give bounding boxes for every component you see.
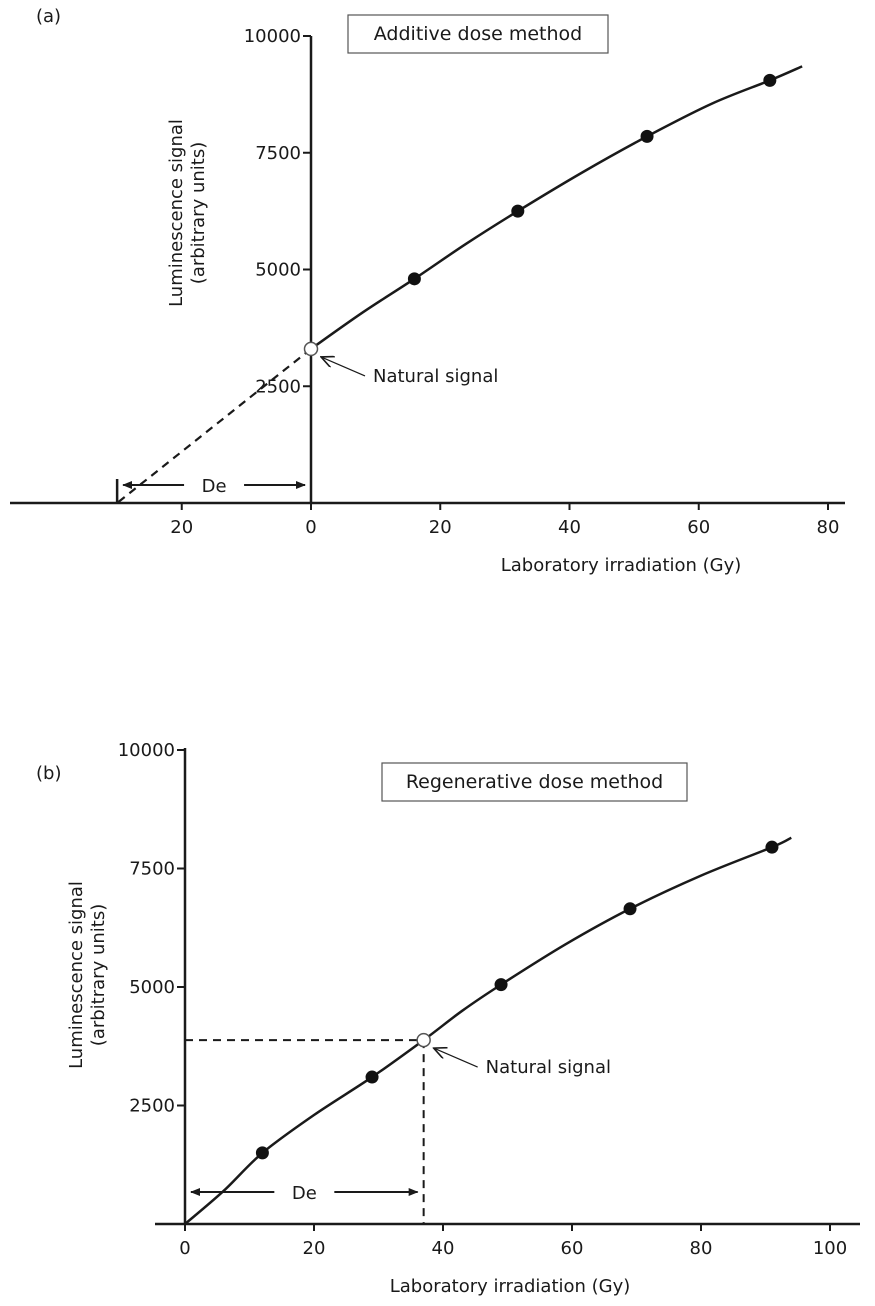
x-tick-label: 40 [432, 1238, 455, 1259]
chart-title: Regenerative dose method [406, 771, 663, 793]
x-tick-label: 20 [429, 517, 452, 538]
x-tick-label: 0 [305, 517, 316, 538]
x-axis-label: Laboratory irradiation (Gy) [501, 555, 742, 576]
title-box [347, 14, 609, 54]
x-tick-label: 60 [561, 1238, 584, 1259]
y-tick-label: 7500 [129, 859, 175, 880]
y-tick-label: 10000 [244, 26, 301, 47]
x-tick-label: 20 [303, 1238, 326, 1259]
x-tick-label: 40 [558, 517, 581, 538]
y-tick-label: 2500 [129, 1096, 175, 1117]
x-tick-label: 80 [690, 1238, 713, 1259]
panel-label: (b) [36, 763, 61, 784]
data-point [365, 1070, 379, 1084]
chart-title: Additive dose method [374, 23, 582, 45]
natural-signal-point [303, 341, 319, 357]
y-tick-label: 2500 [255, 376, 301, 397]
natural-signal-pointer [434, 1048, 478, 1068]
natural-signal-label: Natural signal [373, 366, 498, 387]
natural-signal-pointer [321, 357, 366, 377]
y-tick-label: 7500 [255, 143, 301, 164]
natural-signal-point [416, 1032, 431, 1048]
de-label: De [292, 1183, 317, 1204]
data-point [623, 902, 637, 916]
x-tick-label: 60 [687, 517, 710, 538]
x-tick-label: 100 [813, 1238, 847, 1259]
y-tick-label: 5000 [255, 260, 301, 281]
y-axis-label-units: (arbitrary units) [88, 904, 109, 1046]
de-label: De [202, 476, 227, 497]
data-point [640, 129, 654, 143]
growth-curve [310, 65, 803, 350]
y-axis-label: Luminescence signal [166, 119, 187, 307]
natural-signal-label: Natural signal [486, 1057, 611, 1078]
y-axis-label: Luminescence signal [66, 881, 87, 1069]
y-tick-label: 10000 [118, 740, 175, 761]
data-point [407, 272, 421, 286]
x-tick-label: 20 [170, 517, 193, 538]
panel-b-regenerative-dose: 2500 5000 7500 10000 0 20 40 60 80 100 Laboratory … [36, 740, 860, 1297]
x-tick-label: 0 [179, 1238, 190, 1259]
y-axis-label-units: (arbitrary units) [188, 142, 209, 284]
data-point [511, 204, 525, 218]
data-point [765, 840, 779, 854]
title-box [381, 762, 688, 802]
data-point [255, 1146, 269, 1160]
panel-a-additive-dose: 2500 5000 7500 10000 20 0 20 40 60 80 Laboratory i… [10, 6, 845, 576]
x-tick-label: 80 [817, 517, 840, 538]
x-axis-label: Laboratory irradiation (Gy) [390, 1276, 631, 1297]
growth-curve [184, 836, 792, 1225]
data-point [494, 978, 508, 992]
data-point [763, 73, 777, 87]
panel-label: (a) [36, 6, 61, 27]
y-tick-label: 5000 [129, 977, 175, 998]
